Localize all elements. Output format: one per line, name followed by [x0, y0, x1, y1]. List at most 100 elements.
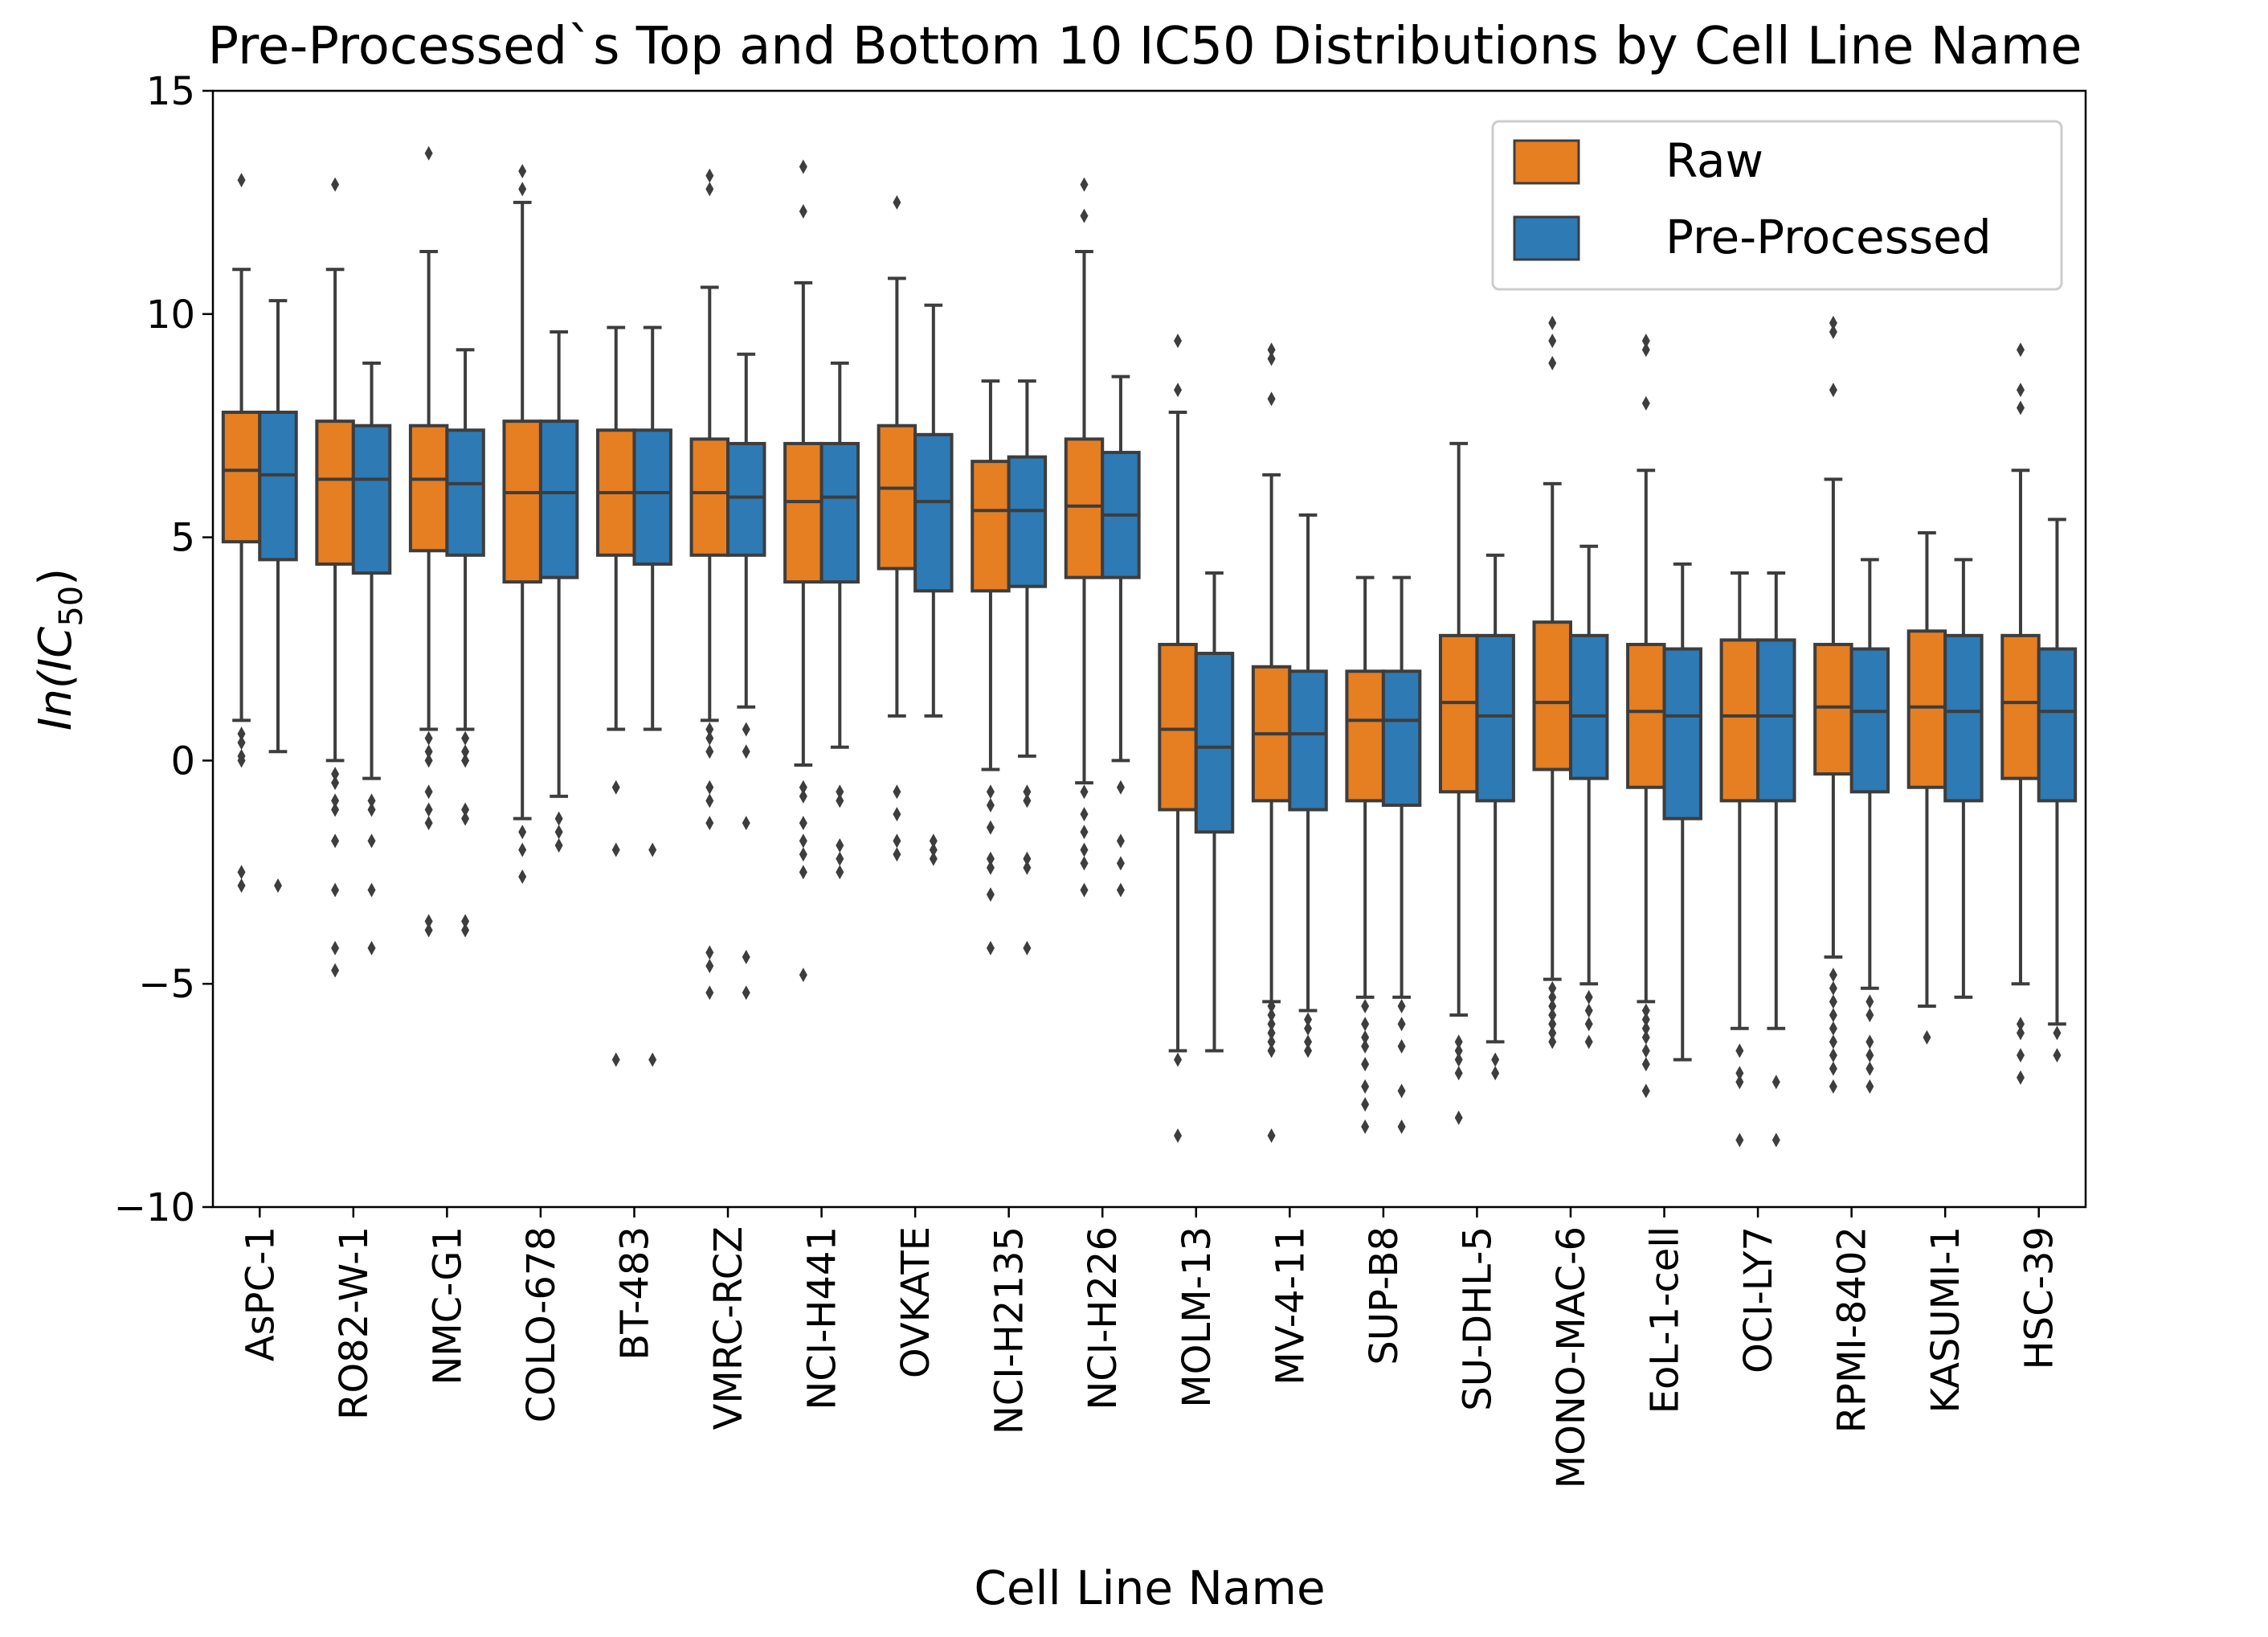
x-tick-label: NMC-G1 — [425, 1226, 470, 1385]
x-tick-label: NCI-H2135 — [987, 1226, 1032, 1434]
outlier-point — [1116, 856, 1125, 871]
outlier-point — [1174, 1128, 1183, 1144]
box-raw-OVKATE — [877, 194, 917, 862]
x-tick-label: OCI-LY7 — [1736, 1226, 1781, 1373]
y-tick-label: −10 — [114, 1185, 195, 1230]
outlier-point — [1023, 784, 1032, 800]
outlier-point — [1735, 1132, 1744, 1148]
outlier-point — [1267, 1008, 1276, 1023]
outlier-point — [1865, 1034, 1874, 1050]
iqr-box — [1007, 455, 1048, 588]
outlier-point — [986, 784, 995, 800]
x-tick-label: MV-4-11 — [1268, 1226, 1313, 1385]
outlier-point — [331, 963, 340, 978]
iqr-box — [1662, 647, 1702, 821]
outlier-point — [424, 731, 433, 746]
iqr-box — [1719, 638, 1760, 803]
outlier-point — [367, 882, 376, 898]
y-axis-label: In(IC50) — [30, 568, 90, 731]
outlier-point — [1397, 1119, 1406, 1134]
outlier-point — [274, 878, 283, 893]
outlier-point — [1735, 1043, 1744, 1058]
outlier-point — [461, 731, 470, 746]
outlier-point — [1829, 980, 1837, 996]
legend: Raw Pre-Processed — [1491, 120, 2063, 291]
box-pre-processed-NCI-H226 — [1101, 374, 1141, 898]
y-tick-label: −5 — [138, 962, 195, 1007]
outlier-point — [836, 837, 844, 853]
outlier-point — [799, 780, 807, 795]
outlier-point — [1361, 998, 1370, 1013]
outlier-point — [2016, 342, 2025, 358]
box-raw-NCI-H226 — [1064, 177, 1105, 898]
legend-label-raw: Raw — [1665, 133, 1763, 188]
outlier-point — [1267, 1128, 1276, 1144]
chart-title: Pre-Processed`s Top and Bottom 10 IC50 D… — [207, 17, 2082, 76]
box-pre-processed-RO82-W-1 — [351, 361, 392, 956]
outlier-point — [893, 194, 901, 210]
outlier-point — [1584, 1017, 1593, 1032]
outlier-point — [1584, 1034, 1593, 1050]
outlier-point — [893, 847, 901, 862]
box-raw-MONO-MAC-6 — [1532, 315, 1572, 1050]
outlier-point — [1454, 1043, 1463, 1058]
box-raw-MOLM-13 — [1158, 334, 1198, 1144]
x-tick-label: RO82-W-1 — [332, 1226, 377, 1420]
box-pre-processed-MV-4-11 — [1288, 513, 1328, 1058]
outlier-point — [705, 958, 714, 973]
iqr-box — [877, 424, 917, 571]
outlier-point — [986, 860, 995, 875]
iqr-box — [1756, 638, 1796, 803]
outlier-point — [1397, 998, 1406, 1013]
outlier-point — [2016, 383, 2025, 398]
outlier-point — [1267, 998, 1276, 1013]
box-raw-BT-483 — [596, 325, 636, 1067]
outlier-point — [518, 825, 527, 840]
outlier-point — [1023, 851, 1032, 866]
outlier-point — [461, 744, 470, 759]
outlier-point — [1829, 994, 1837, 1009]
box-pre-processed-SUP-B8 — [1381, 575, 1422, 1134]
outlier-point — [1174, 334, 1183, 349]
outlier-point — [554, 837, 563, 853]
outlier-point — [705, 945, 714, 960]
outlier-point — [1548, 989, 1557, 1005]
outlier-point — [1829, 1078, 1837, 1094]
outlier-point — [1865, 1061, 1874, 1076]
x-tick-label: EoL-1-cell — [1643, 1226, 1688, 1414]
outlier-point — [893, 807, 901, 822]
outlier-point — [1865, 1048, 1874, 1063]
x-tick-label: BT-483 — [612, 1226, 657, 1361]
outlier-point — [799, 968, 807, 983]
outlier-point — [1361, 1097, 1370, 1112]
outlier-point — [424, 802, 433, 817]
outlier-point — [799, 865, 807, 880]
outlier-point — [2016, 400, 2025, 415]
outlier-point — [331, 177, 340, 192]
outlier-point — [1548, 980, 1557, 996]
iqr-box — [1288, 669, 1328, 812]
outlier-point — [1454, 1052, 1463, 1067]
outlier-point — [1829, 315, 1837, 330]
outlier-point — [424, 753, 433, 768]
box-raw-OCI-LY7 — [1719, 571, 1760, 1148]
outlier-point — [424, 145, 433, 161]
outlier-point — [518, 182, 527, 197]
box-raw-NCI-H441 — [783, 159, 823, 983]
iqr-box — [1943, 633, 1984, 803]
x-tick-label: OVKATE — [893, 1226, 938, 1378]
outlier-point — [929, 851, 938, 866]
outlier-point — [705, 816, 714, 831]
outlier-point — [1267, 351, 1276, 366]
box-pre-processed-BT-483 — [632, 325, 672, 1067]
outlier-point — [331, 767, 340, 782]
x-tick-label: AsPC-1 — [238, 1226, 283, 1361]
legend-frame — [1491, 120, 2063, 291]
iqr-box — [2037, 647, 2078, 803]
outlier-point — [367, 833, 376, 849]
iqr-box — [689, 437, 730, 557]
iqr-box — [913, 432, 954, 593]
outlier-point — [1267, 1034, 1276, 1050]
y-tick-label: 15 — [146, 69, 195, 114]
outlier-point — [1829, 383, 1837, 398]
